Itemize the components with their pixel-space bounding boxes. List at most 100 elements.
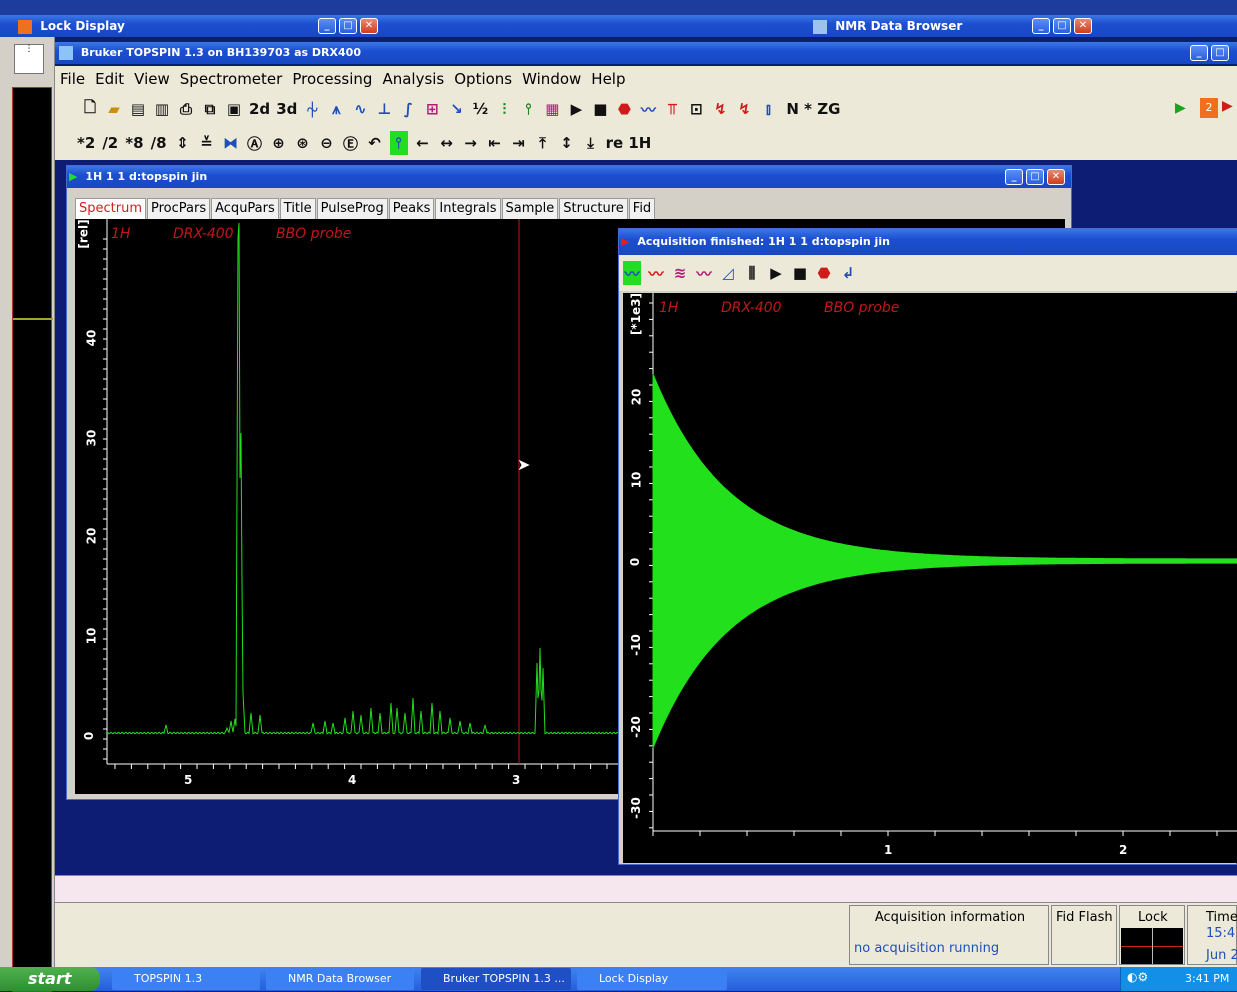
shift-left-icon[interactable]: ← [416, 134, 429, 152]
stop-square-icon[interactable]: ■ [593, 100, 608, 118]
menu-analysis[interactable]: Analysis [382, 70, 445, 88]
taskbar-item-browser[interactable]: NMR Data Browser [266, 968, 414, 990]
updown-icon[interactable]: ↕ [560, 134, 573, 152]
acquisition-plot-area[interactable]: [*1e3] 20 10 0 -10 -20 -30 1 2 1H DRX-40… [623, 293, 1237, 863]
fid-icon[interactable]: 〰 [640, 100, 656, 119]
shift-both-icon[interactable]: ↔ [440, 134, 453, 152]
nzg-button[interactable]: N * ZG [783, 97, 844, 121]
tab-spectrum[interactable]: Spectrum [75, 198, 146, 219]
tab-peaks[interactable]: Peaks [388, 198, 435, 219]
zoom-in-icon[interactable]: ⊕ [272, 134, 285, 152]
arrow-down-right-icon[interactable]: ↘ [450, 100, 463, 118]
divide-2-button[interactable]: /2 [102, 134, 119, 152]
re-1h-button[interactable]: re 1H [605, 134, 652, 152]
tray-icon[interactable]: ◐⚙ [1127, 970, 1149, 984]
full-range-icon[interactable]: ⧓ [223, 134, 239, 152]
spectrum-select-icon[interactable]: ⫯ [389, 131, 408, 155]
open-folder-icon[interactable]: ▰ [108, 100, 120, 118]
menu-file[interactable]: File [60, 70, 86, 88]
close-button[interactable]: ✕ [360, 18, 378, 34]
integrate-icon[interactable]: ∫ [403, 100, 413, 118]
undo-zoom-icon[interactable]: ↶ [368, 134, 381, 152]
peak-pick-icon[interactable]: ⏆ [304, 100, 320, 119]
command-line[interactable] [55, 875, 1237, 903]
tab-sample[interactable]: Sample [501, 198, 559, 219]
paste-icon[interactable]: ▣ [226, 100, 242, 118]
run-red-icon[interactable]: ▶ [1222, 98, 1233, 114]
menu-help[interactable]: Help [591, 70, 626, 88]
tab-integrals[interactable]: Integrals [435, 198, 501, 219]
maximize-button[interactable]: □ [1053, 18, 1071, 34]
2d-button[interactable]: 2d [249, 100, 271, 118]
copy-icon[interactable]: ⧉ [204, 100, 216, 118]
taskbar-item-topspin[interactable]: TOPSPIN 1.3 [112, 968, 260, 990]
topspin-titlebar[interactable]: Bruker TOPSPIN 1.3 on BH139703 as DRX400… [55, 42, 1237, 64]
run-green-icon[interactable]: ▶ [1175, 100, 1186, 116]
multiply-8-button[interactable]: *8 [125, 134, 144, 152]
peak-red-icon[interactable]: ↯ [714, 100, 727, 118]
tab-title[interactable]: Title [279, 198, 316, 219]
minimize-button[interactable]: _ [1190, 45, 1208, 61]
menu-view[interactable]: View [134, 70, 170, 88]
fid-decay-icon[interactable]: 〰 [696, 264, 712, 283]
maximize-button[interactable]: □ [1211, 45, 1229, 61]
acq-return-icon[interactable]: ↲ [841, 264, 855, 282]
menu-edit[interactable]: Edit [95, 70, 125, 88]
fid-stack-icon[interactable]: ≋ [673, 264, 687, 282]
fid-scale-icon[interactable]: ◿ [722, 264, 734, 282]
close-button[interactable]: ✕ [1074, 18, 1092, 34]
taskbar-item-lock[interactable]: Lock Display [577, 968, 727, 990]
go-icon[interactable]: ▶ [570, 100, 583, 118]
save-as-icon[interactable]: ▥ [154, 100, 170, 118]
fid-red-icon[interactable]: 〰 [648, 264, 664, 283]
acquisition-window-titlebar[interactable]: ▶ Acquisition finished: 1H 1 1 d:topspin… [619, 229, 1237, 255]
last-icon[interactable]: ⇥ [512, 134, 525, 152]
taskbar-item-bruker[interactable]: Bruker TOPSPIN 1.3 ... [421, 968, 571, 990]
zoom-a-icon[interactable]: Ⓐ [247, 134, 263, 153]
multiply-2-button[interactable]: *2 [77, 134, 96, 152]
multiplet-icon[interactable]: ⩚ [332, 100, 341, 118]
tab-pulseprog[interactable]: PulseProg [316, 198, 388, 219]
3d-button[interactable]: 3d [276, 100, 298, 118]
fid-plot[interactable] [623, 293, 1237, 863]
antenna-icon[interactable]: ⫪ [668, 100, 677, 118]
minimize-button[interactable]: _ [318, 18, 336, 34]
scale-reset-icon[interactable]: ≚ [200, 134, 213, 152]
start-button[interactable]: start [0, 967, 100, 991]
zoom-out-icon[interactable]: ⊖ [320, 134, 333, 152]
new-file-icon[interactable]: 🗋 [83, 97, 97, 116]
tab-structure[interactable]: Structure [559, 198, 628, 219]
top-icon[interactable]: ⤒ [539, 134, 546, 152]
maximize-button[interactable]: □ [1026, 169, 1044, 185]
menu-spectrometer[interactable]: Spectrometer [179, 70, 283, 88]
histogram-icon[interactable]: ⫼ [748, 264, 756, 282]
print-icon[interactable]: ⎙ [179, 100, 192, 118]
stop-sign-icon[interactable]: ⬣ [617, 100, 631, 118]
bottom-icon[interactable]: ⤓ [587, 134, 594, 152]
acq-stop-sign-icon[interactable]: ⬣ [817, 264, 831, 282]
queue-counter[interactable]: 2 [1200, 98, 1218, 118]
lock-display-menu-icon[interactable]: ⋮ [14, 44, 44, 74]
close-button[interactable]: ✕ [1047, 169, 1065, 185]
peaks-multi-icon[interactable]: ⫾ [765, 100, 771, 118]
grid-icon[interactable]: ⊞ [426, 100, 439, 118]
divide-8-button[interactable]: /8 [150, 134, 167, 152]
tab-acqupars[interactable]: AcquPars [211, 198, 279, 219]
acq-go-icon[interactable]: ▶ [770, 264, 782, 282]
lock-display-titlebar[interactable]: Lock Display _ □ ✕ [0, 15, 385, 37]
zoom-e-icon[interactable]: Ⓔ [343, 134, 359, 153]
acq-stop-square-icon[interactable]: ■ [792, 264, 808, 282]
save-icon[interactable]: ▤ [130, 100, 146, 118]
maximize-button[interactable]: □ [339, 18, 357, 34]
tab-procpars[interactable]: ProcPars [147, 198, 211, 219]
peak-red-2-icon[interactable]: ↯ [738, 100, 751, 118]
overlay-icon[interactable]: ⫶ [502, 100, 507, 118]
peaks-icon[interactable]: ⫯ [525, 100, 532, 118]
minimize-button[interactable]: _ [1032, 18, 1050, 34]
browser-titlebar[interactable]: NMR Data Browser _ □ ✕ [385, 15, 1237, 37]
baseline-icon[interactable]: ⊥ [377, 100, 392, 118]
spectrum-window-titlebar[interactable]: ▶ 1H 1 1 d:topspin jin _ □ ✕ [67, 166, 1071, 188]
zoom-region-icon[interactable]: ⊛ [296, 134, 309, 152]
table-icon[interactable]: ▦ [545, 100, 560, 118]
half-icon[interactable]: ½ [472, 100, 489, 118]
